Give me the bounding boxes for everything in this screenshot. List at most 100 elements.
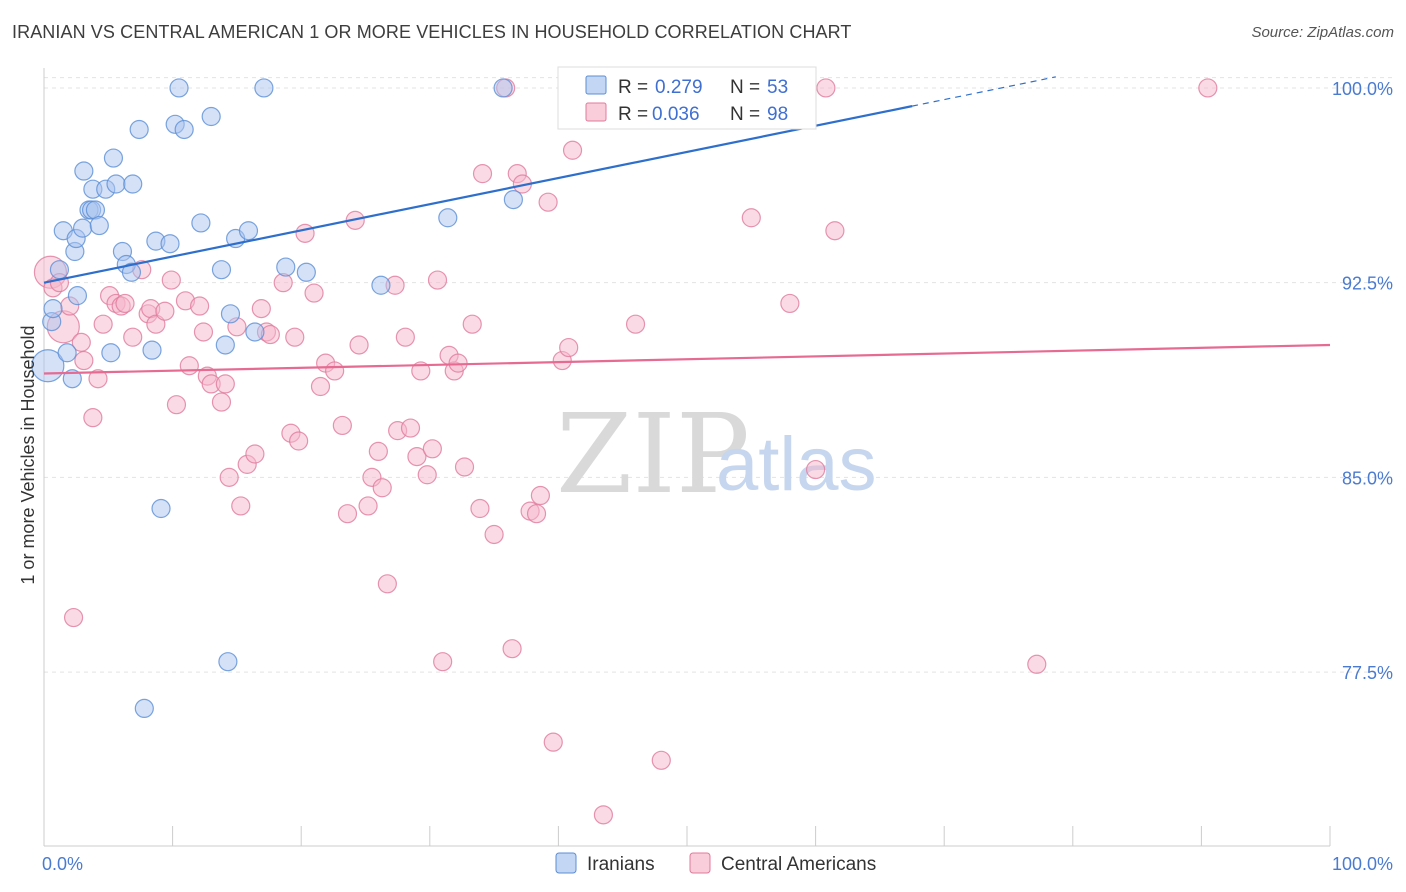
trend-lines bbox=[43, 76, 1331, 375]
central-americans-point bbox=[470, 498, 490, 519]
x-tick-label-max: 100.0% bbox=[1332, 854, 1393, 874]
central-americans-point bbox=[422, 439, 442, 459]
iranians-point bbox=[276, 257, 296, 277]
legend-top-n-value-iranians: 53 bbox=[767, 77, 788, 98]
legend-top-swatch-central-americans bbox=[585, 102, 607, 122]
central-americans-point bbox=[146, 314, 166, 334]
legend-bottom-label-iranians: Iranians bbox=[587, 854, 655, 875]
iranians-point bbox=[174, 119, 194, 140]
iranians-point bbox=[134, 698, 154, 719]
central-americans-point bbox=[155, 301, 175, 321]
central-americans-point bbox=[123, 327, 143, 347]
central-americans-point bbox=[407, 446, 427, 467]
iranians-point bbox=[106, 174, 126, 194]
iranians-point bbox=[62, 369, 82, 389]
central-americans-point bbox=[538, 192, 558, 212]
central-americans-trend-line bbox=[43, 343, 1331, 375]
central-americans-point bbox=[332, 415, 352, 436]
iranians-point bbox=[371, 275, 391, 295]
iranians-point bbox=[191, 213, 211, 233]
central-americans-point bbox=[377, 574, 397, 594]
central-americans-point bbox=[433, 652, 453, 672]
legend-bottom-label-central-americans: Central Americans bbox=[721, 854, 876, 875]
iranians-point bbox=[503, 189, 523, 210]
central-americans-point bbox=[484, 524, 504, 545]
iranians-point bbox=[129, 119, 149, 140]
central-americans-point bbox=[231, 496, 251, 516]
iranians-point bbox=[103, 148, 124, 168]
iranians-point bbox=[218, 652, 238, 672]
central-americans-point bbox=[211, 392, 232, 412]
iranians-point bbox=[43, 299, 63, 319]
legend-top-n-label-iranians: N = bbox=[730, 77, 760, 98]
central-americans-point bbox=[310, 376, 331, 397]
central-americans-point bbox=[190, 296, 210, 316]
central-americans-point bbox=[215, 374, 235, 394]
central-americans-point bbox=[502, 639, 522, 659]
iranians-point bbox=[245, 322, 265, 342]
legend-bottom-swatch-iranians bbox=[555, 852, 577, 874]
y-tick-label: 100.0% bbox=[1332, 79, 1393, 99]
legend-top-r-value-iranians: 0.279 bbox=[655, 77, 703, 98]
y-axis-title: 1 or more Vehicles in Household bbox=[18, 325, 38, 584]
y-tick-labels: 100.0% 92.5% 85.0% 77.5% bbox=[1332, 79, 1393, 683]
iranians-point bbox=[215, 335, 235, 355]
y-tick-label: 85.0% bbox=[1342, 468, 1393, 488]
legend-top-r-label-central: R = bbox=[618, 104, 648, 125]
iranians-point bbox=[438, 208, 458, 228]
central-americans-point bbox=[411, 361, 431, 381]
iranians-point bbox=[238, 221, 259, 241]
watermark-zip: ZIP bbox=[556, 390, 750, 518]
central-americans-point bbox=[1027, 654, 1047, 674]
central-americans-point bbox=[349, 335, 369, 355]
central-americans-point bbox=[358, 496, 378, 516]
iranians-trend-line bbox=[43, 105, 913, 284]
iranians-point bbox=[123, 174, 143, 194]
legend-top-n-value-central: 98 bbox=[767, 104, 788, 125]
central-americans-point bbox=[93, 314, 113, 334]
y-tick-label: 92.5% bbox=[1342, 274, 1393, 294]
iranians-trend-extension bbox=[911, 76, 1056, 107]
chart-title: IRANIAN VS CENTRAL AMERICAN 1 OR MORE VE… bbox=[12, 22, 852, 42]
central-americans-point bbox=[825, 221, 845, 241]
central-americans-point bbox=[651, 750, 671, 770]
central-americans-point bbox=[741, 208, 761, 228]
legend-top: R = 0.279 N = 53 R = 0.036 N = 98 bbox=[557, 66, 817, 130]
legend-bottom: Iranians Central Americans bbox=[555, 852, 876, 875]
legend-top-swatch-iranians bbox=[585, 75, 607, 95]
central-americans-point bbox=[193, 322, 214, 342]
grid-lines bbox=[44, 77, 1392, 673]
iranians-point bbox=[74, 161, 94, 181]
legend-top-r-value-central: 0.036 bbox=[652, 104, 700, 125]
central-americans-point bbox=[543, 732, 563, 752]
watermark-atlas: atlas bbox=[716, 422, 877, 507]
legend-bottom-swatch-central-americans bbox=[689, 852, 711, 874]
central-americans-point bbox=[325, 361, 345, 381]
iranians-point bbox=[254, 78, 274, 98]
central-americans-point bbox=[816, 78, 836, 98]
iranians-point bbox=[201, 106, 221, 127]
y-tick-label: 77.5% bbox=[1342, 663, 1393, 683]
central-americans-point bbox=[454, 457, 475, 477]
iranians-point bbox=[220, 304, 241, 324]
iranians-point bbox=[296, 262, 316, 282]
central-americans-point bbox=[304, 283, 324, 303]
central-americans-point bbox=[417, 465, 437, 485]
central-americans-point bbox=[372, 478, 392, 498]
x-tick-label-min: 0.0% bbox=[42, 854, 83, 874]
central-americans-point bbox=[295, 223, 315, 243]
central-americans-point bbox=[115, 293, 135, 314]
iranians-points bbox=[31, 78, 787, 719]
central-americans-point bbox=[1198, 78, 1218, 98]
iranians-point bbox=[67, 286, 88, 306]
central-americans-point bbox=[562, 140, 583, 160]
iranians-point bbox=[142, 340, 162, 360]
central-americans-point bbox=[161, 270, 181, 290]
central-americans-point bbox=[289, 431, 309, 451]
central-americans-point bbox=[593, 805, 614, 825]
chart-source: Source: ZipAtlas.com bbox=[1251, 24, 1394, 41]
central-americans-point bbox=[530, 485, 550, 506]
iranians-point bbox=[160, 234, 180, 254]
central-americans-point bbox=[83, 408, 103, 428]
